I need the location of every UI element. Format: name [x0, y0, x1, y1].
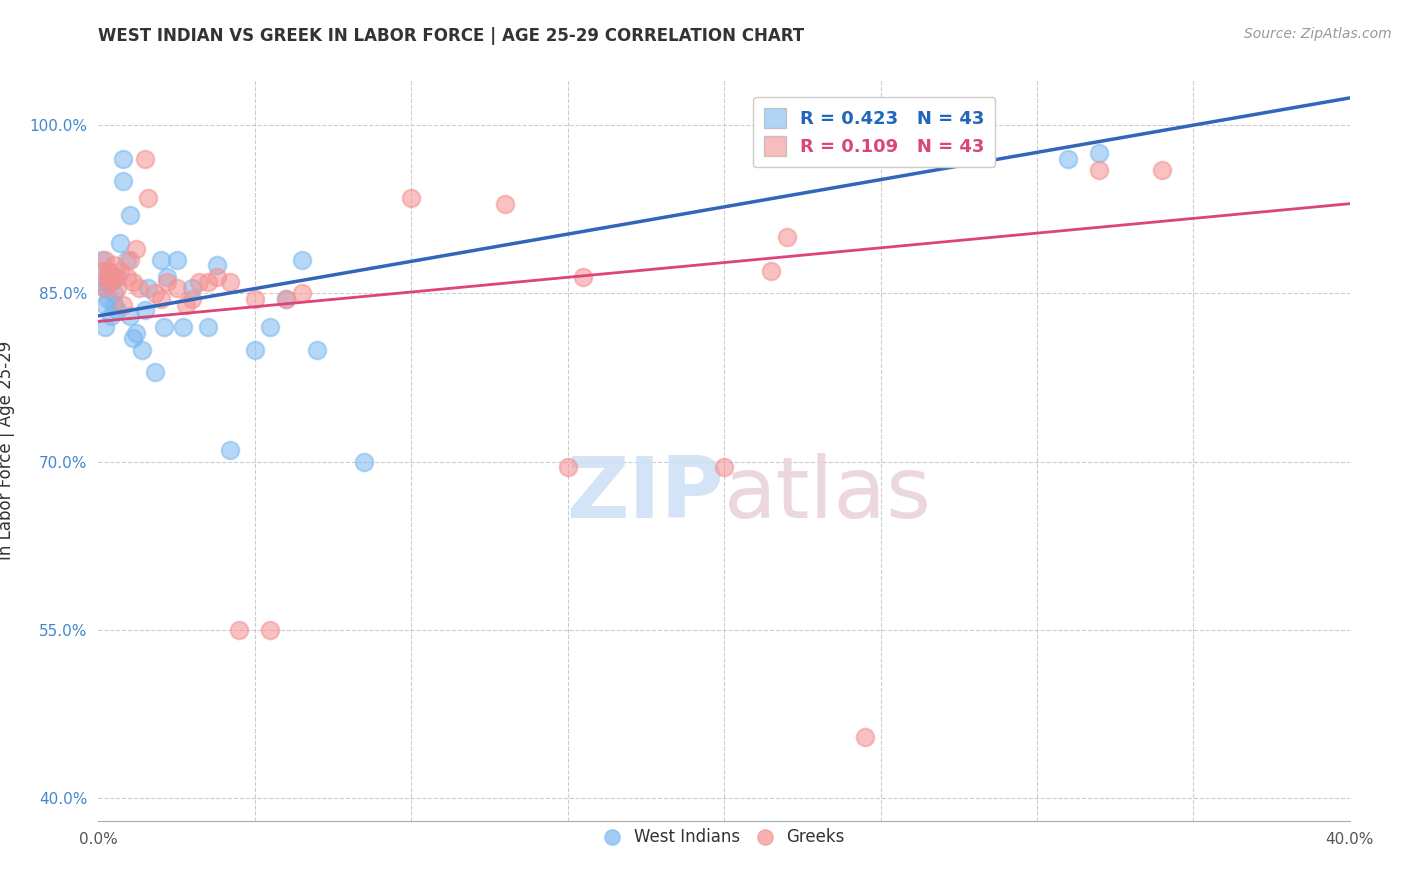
- Point: [118, 252, 141, 267]
- Point: [103, 286, 125, 301]
- Point: [118, 208, 141, 222]
- Point: [291, 252, 314, 267]
- Point: [759, 264, 782, 278]
- Point: [97, 292, 120, 306]
- Point: [172, 320, 194, 334]
- Point: [174, 298, 197, 312]
- Point: [115, 252, 138, 267]
- Point: [112, 298, 135, 312]
- Point: [259, 623, 281, 637]
- Point: [134, 303, 156, 318]
- Point: [103, 269, 125, 284]
- Point: [97, 264, 120, 278]
- Point: [197, 275, 219, 289]
- Point: [776, 230, 799, 244]
- Point: [150, 292, 173, 306]
- Point: [90, 264, 112, 278]
- Point: [291, 286, 314, 301]
- Point: [150, 252, 173, 267]
- Point: [110, 235, 132, 250]
- Point: [110, 264, 132, 278]
- Point: [97, 269, 120, 284]
- Text: Source: ZipAtlas.com: Source: ZipAtlas.com: [1244, 27, 1392, 41]
- Point: [103, 298, 125, 312]
- Y-axis label: In Labor Force | Age 25-29: In Labor Force | Age 25-29: [0, 341, 15, 560]
- Point: [274, 292, 298, 306]
- Point: [143, 286, 166, 301]
- Point: [853, 730, 876, 744]
- Point: [100, 275, 122, 289]
- Point: [112, 174, 135, 188]
- Point: [207, 269, 229, 284]
- Point: [713, 460, 735, 475]
- Point: [401, 191, 423, 205]
- Point: [1088, 163, 1111, 178]
- Text: WEST INDIAN VS GREEK IN LABOR FORCE | AGE 25-29 CORRELATION CHART: WEST INDIAN VS GREEK IN LABOR FORCE | AG…: [98, 27, 804, 45]
- Point: [103, 259, 125, 273]
- Point: [274, 292, 298, 306]
- Point: [93, 320, 115, 334]
- Point: [156, 275, 179, 289]
- Point: [143, 365, 166, 379]
- Point: [90, 275, 112, 289]
- Point: [166, 281, 188, 295]
- Point: [557, 460, 579, 475]
- Point: [93, 252, 115, 267]
- Point: [218, 443, 240, 458]
- Point: [121, 275, 143, 289]
- Point: [105, 303, 128, 318]
- Point: [307, 343, 329, 357]
- Point: [156, 269, 179, 284]
- Point: [100, 275, 122, 289]
- Point: [1088, 146, 1111, 161]
- Point: [125, 326, 148, 340]
- Point: [1152, 163, 1174, 178]
- Point: [187, 275, 209, 289]
- Point: [1057, 152, 1080, 166]
- Point: [93, 281, 115, 295]
- Point: [218, 275, 240, 289]
- Text: atlas: atlas: [724, 453, 932, 536]
- Text: ZIP: ZIP: [567, 453, 724, 536]
- Point: [228, 623, 250, 637]
- Point: [181, 281, 204, 295]
- Point: [243, 292, 266, 306]
- Legend: West Indians, Greeks: West Indians, Greeks: [596, 822, 852, 853]
- Point: [134, 152, 156, 166]
- Point: [125, 242, 148, 256]
- Point: [112, 152, 135, 166]
- Point: [243, 343, 266, 357]
- Point: [131, 343, 153, 357]
- Point: [105, 269, 128, 284]
- Point: [93, 298, 115, 312]
- Point: [166, 252, 188, 267]
- Point: [121, 331, 143, 345]
- Point: [118, 309, 141, 323]
- Point: [138, 281, 160, 295]
- Point: [115, 269, 138, 284]
- Point: [494, 196, 516, 211]
- Point: [105, 281, 128, 295]
- Point: [100, 309, 122, 323]
- Point: [90, 252, 112, 267]
- Point: [138, 191, 160, 205]
- Point: [153, 320, 176, 334]
- Point: [353, 455, 375, 469]
- Point: [259, 320, 281, 334]
- Point: [97, 264, 120, 278]
- Point: [181, 292, 204, 306]
- Point: [93, 281, 115, 295]
- Point: [197, 320, 219, 334]
- Point: [572, 269, 595, 284]
- Point: [128, 281, 150, 295]
- Point: [207, 259, 229, 273]
- Point: [97, 275, 120, 289]
